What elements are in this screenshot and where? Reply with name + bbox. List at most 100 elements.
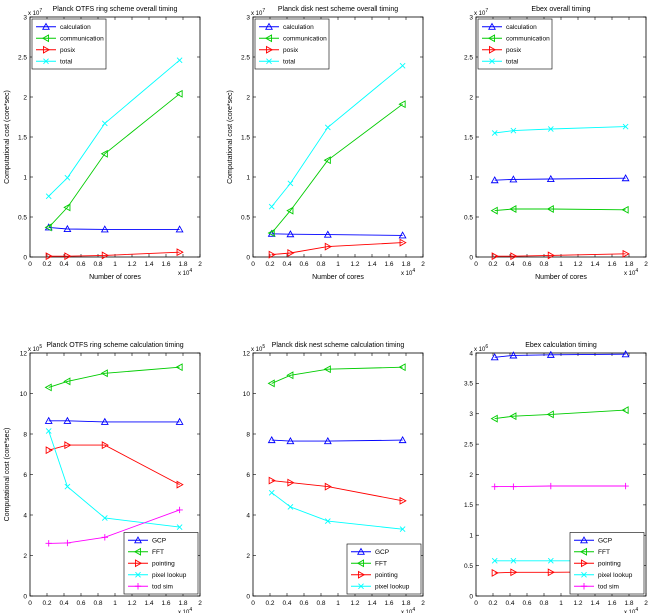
series-total [491,123,629,136]
series-line [48,226,180,230]
data-point [267,435,276,444]
x-exponent-power: 4 [412,268,415,274]
data-point [176,248,184,257]
legend-label: total [60,59,73,66]
y-tick-label: 0 [246,254,250,261]
x-tick-label: 1.4 [590,261,599,268]
x-tick-label: 0.2 [488,600,497,607]
legend-entry: communication [482,34,550,43]
data-point [491,568,499,577]
x-tick-label: 1 [559,600,563,607]
y-tick-label: 0.5 [464,563,473,570]
legend-label: pixel lookup [375,584,410,591]
data-point [286,206,294,215]
series-line [48,420,180,423]
data-point [324,518,331,524]
legend-marker [356,559,365,568]
data-point [324,124,331,131]
legend-entry: GCP [128,536,166,545]
x-tick-label: 1.2 [350,600,359,607]
x-axis-exponent: x 104 [178,268,192,277]
chart-title: Planck OTFS ring scheme calculation timi… [46,342,183,349]
x-tick-label: 1.8 [178,261,187,268]
legend-label: posix [283,47,299,54]
y-exponent-base: x 10 [28,347,40,353]
x-tick-label: 0.8 [316,261,325,268]
legend-label: posix [60,47,76,54]
y-tick-label: 6 [23,472,27,479]
legend-label: total [506,59,519,66]
data-point [324,482,332,491]
series-line [48,251,180,257]
y-tick-label: 3 [246,14,250,21]
legend-marker [580,559,589,568]
legend-marker [134,536,142,544]
legend-label: pixel lookup [152,572,187,579]
legend-entry: FFT [351,559,387,568]
data-point [176,57,183,64]
x-tick-label: 0.8 [93,261,102,268]
y-tick-label: 0.5 [464,214,473,221]
data-point [621,205,629,214]
data-point [510,568,518,577]
x-axis-exponent: x 104 [178,607,192,613]
x-tick-label: 0.4 [59,261,68,268]
legend-label: posix [506,47,522,54]
x-tick-label: 1.6 [607,261,616,268]
data-point [287,504,294,510]
y-tick-label: 0 [469,593,473,600]
data-point [399,62,406,69]
y-axis-exponent: x 107 [474,8,488,17]
y-tick-label: 10 [243,391,251,398]
legend-label: communication [283,36,327,43]
x-exponent-power: 4 [635,607,638,613]
data-point [621,174,630,182]
x-tick-label: 1.2 [127,261,136,268]
data-point [64,539,71,547]
x-tick-label: 1.8 [178,600,187,607]
series-communication [490,205,629,215]
y-tick-label: 1 [23,174,27,181]
data-point [175,225,184,233]
legend-entry: FFT [128,547,164,556]
legend-entry: GCP [351,547,389,556]
x-tick-label: 0.6 [522,600,531,607]
data-point [547,251,555,260]
y-tick-label: 8 [246,431,250,438]
series-communication [44,89,183,232]
data-point [491,130,498,136]
x-tick-label: 0.6 [299,261,308,268]
x-axis-exponent: x 104 [624,607,638,613]
series-line [271,103,403,234]
x-exponent-power: 4 [189,268,192,274]
legend-entry: pointing [351,570,398,579]
data-point [63,377,71,386]
y-axis-exponent: x 105 [28,344,42,353]
chart-panel-4: Planck OTFS ring scheme calculation timi… [4,342,202,613]
legend-entry: GCP [574,536,612,545]
legend: GCP FFT pointing pixel lookup tod sim [569,532,645,595]
series-line [494,353,626,358]
x-tick-label: 0.4 [505,600,514,607]
data-point [63,224,72,233]
series-line [48,430,180,528]
chart-panel-3: Ebex overall timing 0 0.2 0.4 0.6 0.8 1 1.2 1.4 1… [464,6,648,281]
data-point [286,371,294,380]
chart-title: Ebex overall timing [531,6,590,13]
data-point [323,365,331,374]
legend-entry: posix [36,45,76,54]
y-tick-label: 0 [23,593,27,600]
y-tick-label: 3 [469,14,473,21]
y-tick-label: 2.5 [241,54,250,61]
series-pointing [45,441,184,489]
data-point [45,193,52,200]
legend-marker [43,58,49,65]
x-tick-label: 0 [28,600,32,607]
x-tick-label: 1.6 [384,261,393,268]
y-tick-label: 1 [469,174,473,181]
series-total [268,62,406,210]
x-tick-label: 1 [336,261,340,268]
legend-marker [264,34,273,43]
y-tick-label: 3 [23,14,27,21]
